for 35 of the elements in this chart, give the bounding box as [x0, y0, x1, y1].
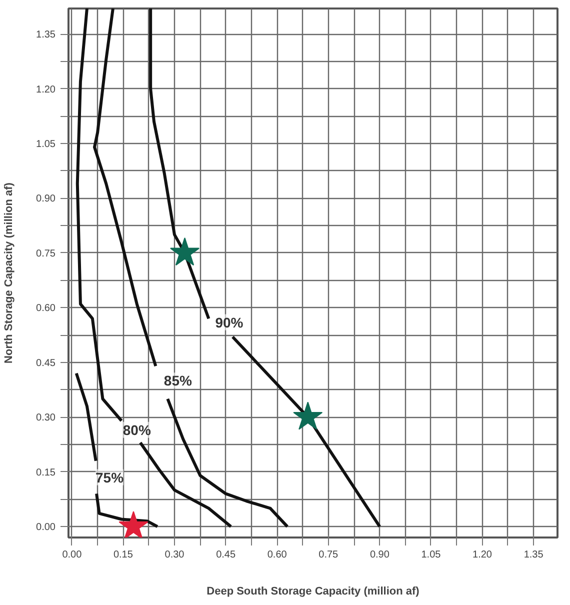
- annotation: 85%: [164, 372, 192, 389]
- x-axis-title: Deep South Storage Capacity (million af): [206, 586, 420, 598]
- y-tick-label: 1.05: [36, 138, 56, 150]
- point: [170, 237, 200, 266]
- x-tick-label: 0.15: [113, 550, 134, 560]
- y-tick-label: 0.90: [36, 194, 56, 205]
- x-tick-label: 0.00: [62, 550, 82, 560]
- line-series: [166, 397, 289, 528]
- y-tick-label: 0.60: [36, 303, 56, 314]
- line-series: [149, 8, 210, 320]
- x-tick-label: 0.60: [267, 550, 288, 560]
- x-tick-label: 0.75: [318, 550, 339, 560]
- line-series: [95, 492, 159, 528]
- line-series: [76, 8, 124, 422]
- x-tick-label: 0.30: [164, 550, 185, 560]
- annotation: 80%: [122, 422, 152, 438]
- y-tick-label: 0.75: [36, 248, 56, 260]
- y-tick-label: 1.20: [36, 84, 56, 96]
- x-tick-label: 0.45: [216, 550, 236, 560]
- x-tick-label: 1.20: [472, 550, 492, 560]
- y-tick-label: 0.30: [36, 412, 56, 424]
- y-tick-label: 1.35: [36, 30, 56, 41]
- y-tick-label: 0.00: [36, 522, 56, 534]
- line-series: [92, 8, 158, 368]
- annotation: 90%: [215, 314, 244, 330]
- y-tick-label: 0.45: [36, 358, 56, 369]
- x-tick-label: 1.35: [524, 550, 544, 560]
- line-series: [138, 441, 232, 528]
- point: [118, 511, 148, 538]
- x-tick-label: 1.05: [421, 550, 442, 560]
- y-tick-label: 0.15: [36, 467, 56, 478]
- point: [293, 402, 323, 430]
- y-axis-title: North Storage Capacity (million af): [3, 182, 16, 364]
- x-tick-label: 0.90: [370, 550, 390, 560]
- annotation: 75%: [96, 469, 124, 486]
